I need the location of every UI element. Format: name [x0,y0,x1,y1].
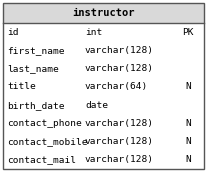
Text: N: N [184,137,190,146]
Text: date: date [85,101,108,110]
Text: last_name: last_name [7,64,59,73]
Text: varchar(128): varchar(128) [85,46,153,55]
Text: contact_phone: contact_phone [7,119,81,128]
Text: varchar(64): varchar(64) [85,82,147,91]
Text: varchar(128): varchar(128) [85,137,153,146]
Text: varchar(128): varchar(128) [85,155,153,164]
Text: birth_date: birth_date [7,101,64,110]
Text: N: N [184,82,190,91]
Text: first_name: first_name [7,46,64,55]
Text: int: int [85,28,102,37]
Text: title: title [7,82,36,91]
Text: instructor: instructor [72,8,134,18]
Text: contact_mail: contact_mail [7,155,76,164]
Text: varchar(128): varchar(128) [85,64,153,73]
Bar [3,3,203,23]
Text: varchar(128): varchar(128) [85,119,153,128]
Text: id: id [7,28,18,37]
Text: N: N [184,119,190,128]
Bar [3,23,203,169]
Text: PK: PK [181,28,193,37]
Text: contact_mobile: contact_mobile [7,137,87,146]
Text: N: N [184,155,190,164]
